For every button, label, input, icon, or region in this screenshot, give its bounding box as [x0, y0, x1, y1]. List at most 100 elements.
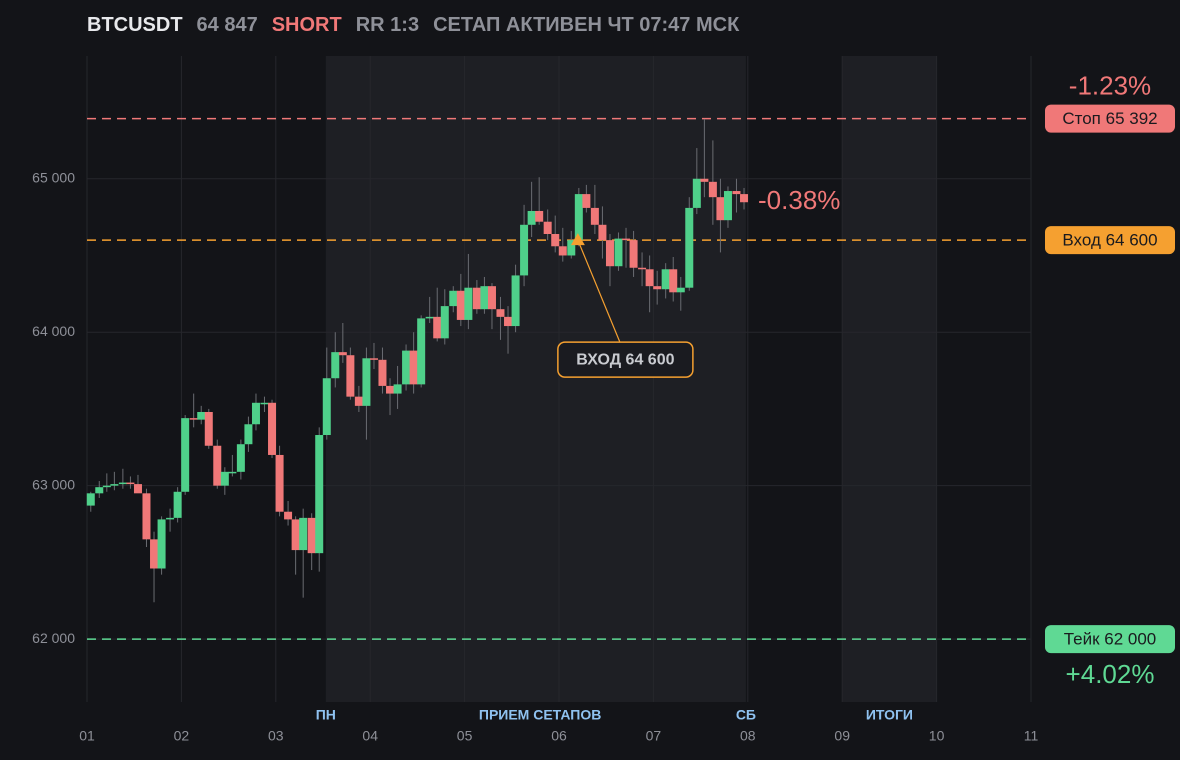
candle-body	[95, 487, 104, 494]
candle-body	[496, 309, 505, 317]
candle-body	[338, 352, 347, 356]
candle-body	[142, 493, 151, 540]
level-box	[1045, 625, 1175, 654]
candle-body	[535, 210, 544, 222]
candle-body	[275, 454, 284, 512]
candle-body	[189, 418, 198, 420]
candle-body	[307, 517, 316, 554]
candle-body	[653, 286, 662, 290]
candle-body	[692, 178, 701, 208]
candle-body	[417, 318, 426, 385]
candle-body	[118, 482, 127, 485]
candle-body	[157, 519, 166, 569]
x-tick-label: 04	[362, 728, 378, 744]
candle-body	[150, 539, 159, 569]
level-change: +4.02%	[1066, 659, 1155, 689]
x-tick-label: 05	[457, 728, 473, 744]
x-tick-label: 08	[740, 728, 756, 744]
x-tick-label: 09	[834, 728, 850, 744]
candle-body	[228, 471, 237, 474]
candle-body	[433, 316, 442, 339]
x-tick-label: 10	[929, 728, 945, 744]
header: BTCUSDT 64 847 SHORT RR 1:3 СЕТАП АКТИВЕ…	[87, 14, 739, 37]
zone-label: ИТОГИ	[866, 707, 913, 723]
candle-body	[740, 194, 749, 203]
candle-body	[511, 275, 520, 327]
candle-body	[244, 424, 253, 445]
candle-body	[260, 402, 269, 405]
candle-body	[268, 402, 277, 455]
candle-body	[440, 306, 449, 339]
candle-body	[322, 378, 331, 436]
candle-body	[299, 517, 308, 551]
x-tick-label: 07	[646, 728, 662, 744]
candle-body	[638, 267, 647, 270]
candle-body	[716, 197, 725, 221]
candle-body	[251, 402, 260, 425]
candle-body	[456, 290, 465, 320]
candle-body	[284, 511, 293, 520]
candle-body	[110, 484, 119, 486]
candle-body	[126, 482, 135, 485]
y-tick-label: 62 000	[32, 630, 75, 646]
level-box	[1045, 104, 1175, 133]
x-tick-label: 01	[79, 728, 95, 744]
zone-label: ПРИЕМ СЕТАПОВ	[479, 707, 601, 723]
annotation-box	[557, 341, 694, 378]
candle-body	[732, 191, 741, 195]
level-label: Стоп 65 392	[1062, 109, 1157, 128]
symbol: BTCUSDT	[87, 14, 183, 36]
candle-body	[213, 445, 222, 486]
candle-body	[402, 350, 411, 385]
candle-body	[543, 221, 552, 234]
x-tick-label: 11	[1024, 728, 1039, 744]
candle-body	[558, 246, 567, 256]
candle-body	[362, 358, 371, 406]
annotation-leader	[577, 239, 621, 343]
candle-body	[369, 358, 378, 360]
session-zone	[325, 56, 746, 702]
candle-body	[386, 385, 395, 394]
candle-body	[315, 435, 324, 554]
annotation-label: ВХОД 64 600	[576, 351, 674, 368]
candle-body	[669, 269, 678, 293]
x-tick-label: 03	[268, 728, 284, 744]
candle-body	[464, 287, 473, 320]
entry-marker	[570, 233, 585, 246]
last-change: -0.38%	[758, 185, 840, 215]
candle-body	[291, 519, 300, 551]
zone-label: ПН	[316, 707, 336, 723]
candle-body	[676, 287, 685, 293]
candle-body	[102, 485, 111, 488]
zone-label: СБ	[736, 707, 756, 723]
candle-body	[449, 290, 458, 307]
candle-body	[504, 316, 513, 327]
candle-body	[472, 287, 481, 310]
risk-reward: RR 1:3	[355, 14, 420, 36]
candle-body	[700, 178, 709, 182]
candle-body	[378, 359, 387, 386]
x-tick-label: 02	[174, 728, 190, 744]
y-tick-label: 64 000	[32, 323, 75, 339]
candle-body	[480, 286, 489, 310]
y-tick-label: 65 000	[32, 169, 75, 185]
candle-body	[487, 286, 496, 310]
y-tick-label: 63 000	[32, 476, 75, 492]
candle-body	[331, 352, 340, 379]
candle-body	[181, 418, 190, 492]
status: СЕТАП АКТИВЕН ЧТ 07:47 МСК	[433, 14, 740, 36]
x-tick-label: 06	[551, 728, 567, 744]
session-zone	[842, 56, 937, 702]
level-label: Тейк 62 000	[1064, 630, 1157, 649]
candle-body	[622, 238, 631, 241]
candle-body	[661, 269, 670, 290]
candle-body	[520, 224, 529, 276]
candle-body	[723, 191, 732, 221]
candle-body	[346, 355, 355, 397]
level-change: -1.23%	[1069, 70, 1151, 100]
candle-body	[567, 240, 576, 256]
candle-body	[629, 240, 638, 268]
candle-body	[590, 207, 599, 225]
